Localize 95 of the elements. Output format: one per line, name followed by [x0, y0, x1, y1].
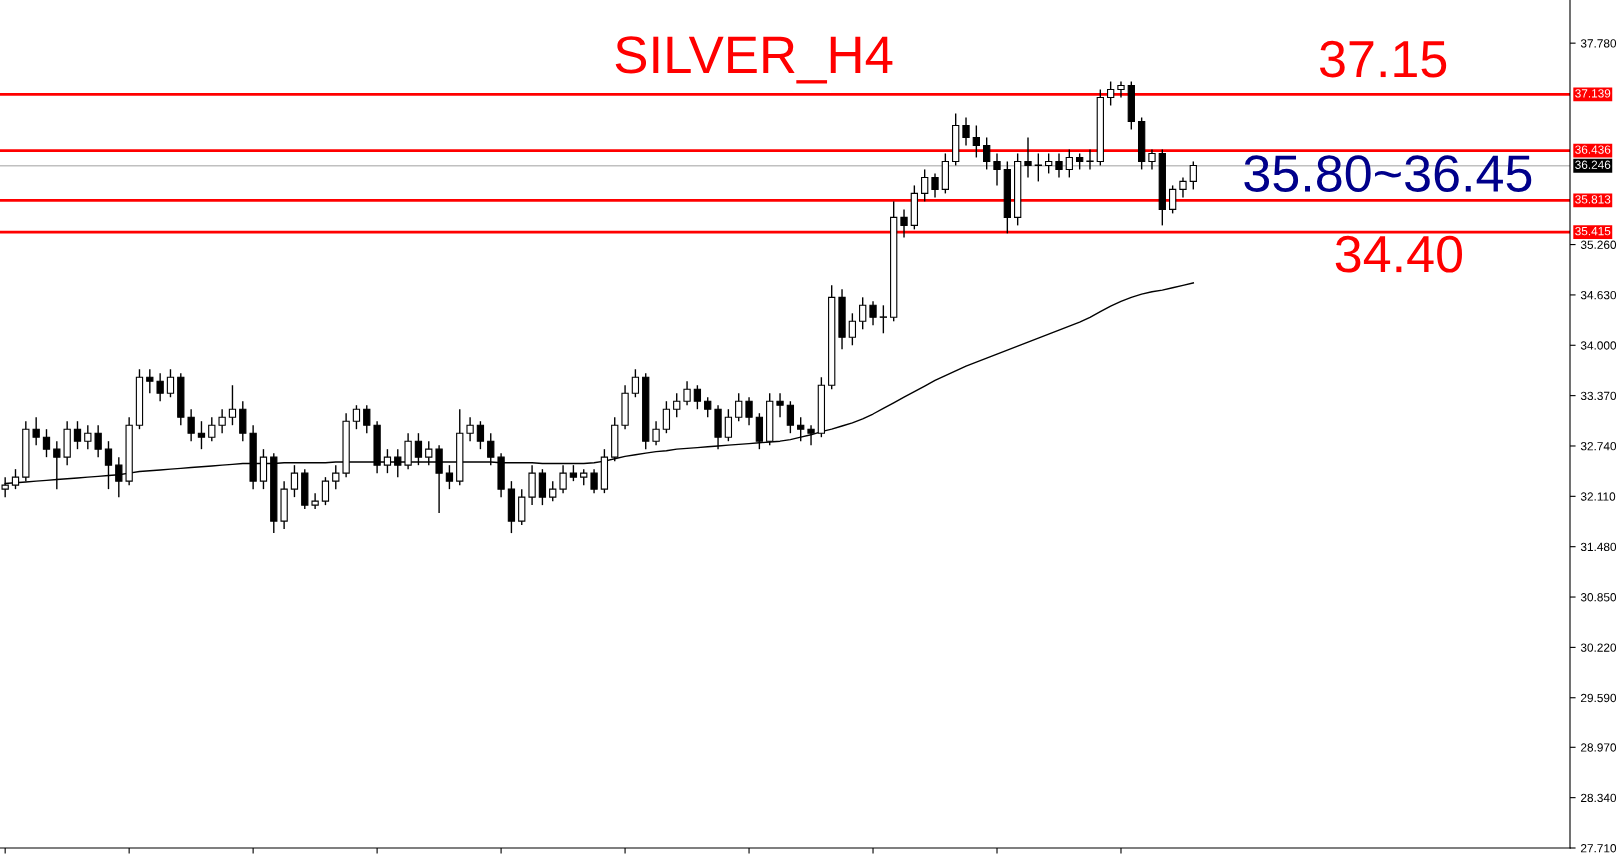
candlestick: [724, 408, 733, 442]
candlestick: [549, 480, 557, 502]
candlestick: [476, 420, 485, 450]
y-tick-label: 31.480: [1580, 542, 1617, 552]
candlestick: [332, 464, 340, 490]
candlestick: [879, 304, 888, 334]
candlestick: [590, 468, 598, 494]
candlestick: [94, 424, 102, 458]
candlestick: [187, 408, 195, 442]
ref-line-label: 35.813: [1575, 195, 1611, 204]
candlestick: [1034, 152, 1042, 183]
candlestick: [693, 384, 702, 410]
text: 37.15: [1319, 40, 1447, 78]
candlestick: [931, 172, 939, 199]
candlestick: [745, 396, 753, 426]
ref-line-label: 36.436: [1575, 145, 1611, 154]
candlestick: [1148, 148, 1156, 171]
candlestick: [848, 312, 857, 346]
candlestick: [394, 448, 402, 478]
candlestick: [1189, 160, 1197, 191]
candlestick: [962, 116, 970, 147]
candlestick: [425, 440, 433, 466]
candlestick: [755, 412, 764, 450]
candlestick: [352, 404, 361, 430]
candlestick: [466, 416, 474, 442]
candlestick: [921, 168, 929, 203]
candlestick: [859, 296, 867, 330]
y-tick-label: 28.970: [1581, 743, 1617, 752]
candlestick: [631, 368, 640, 398]
candlestick: [797, 416, 805, 442]
y-tick-label: 32.110: [1580, 492, 1616, 501]
candlestick: [228, 384, 237, 426]
candlestick: [414, 432, 423, 466]
candlestick: [487, 432, 495, 466]
candlestick: [1045, 152, 1053, 175]
candlestick: [1086, 148, 1094, 171]
candlestick: [972, 124, 980, 159]
y-tick-label: 34.630: [1580, 290, 1617, 300]
candlestick: [704, 396, 712, 418]
candlestick: [776, 392, 784, 418]
y-tick-label: 30.220: [1580, 643, 1617, 652]
y-tick-label: 28.340: [1581, 793, 1617, 803]
candlestick: [84, 424, 92, 450]
candlestick: [32, 416, 40, 446]
candlestick: [673, 392, 681, 418]
candlestick: [383, 448, 392, 474]
ref-line-label: 36.246: [1575, 160, 1611, 169]
candlestick: [1055, 152, 1063, 179]
candlestick: [1179, 176, 1187, 199]
candlestick: [239, 400, 247, 442]
candlestick: [735, 392, 743, 422]
candlestick: [218, 408, 226, 434]
text: 34.40: [1335, 235, 1463, 273]
candlestick: [404, 432, 412, 470]
candlestick: [786, 400, 795, 434]
candlestick: [1065, 148, 1073, 179]
candlestick: [321, 476, 330, 506]
candlestick: [1168, 184, 1177, 215]
candlestick: [900, 208, 908, 239]
candlestick: [445, 464, 454, 490]
candlestick: [208, 416, 216, 442]
ref-line-label: 35.415: [1575, 226, 1611, 236]
candlestick: [156, 372, 164, 402]
candlestick: [1106, 80, 1115, 107]
text: 35.80~36.45: [1244, 155, 1532, 193]
candlestick: [993, 152, 1001, 187]
candlestick: [652, 420, 660, 446]
candlestick: [73, 420, 82, 450]
candlestick: [166, 368, 175, 398]
candlestick: [197, 420, 206, 450]
ref-line-label: 37.139: [1575, 89, 1611, 98]
candlestick: [311, 492, 319, 510]
y-tick-label: 32.740: [1580, 442, 1617, 451]
y-tick-label: 34.000: [1580, 341, 1617, 350]
y-tick-label: 29.590: [1581, 693, 1617, 703]
candlestick: [290, 464, 299, 498]
candlestick: [1117, 80, 1125, 99]
candlestick: [518, 488, 526, 526]
candlestick: [869, 300, 877, 326]
y-tick-label: 27.710: [1581, 844, 1617, 853]
candlestick: [1024, 136, 1032, 179]
candlestick: [662, 400, 671, 434]
candlestick: [146, 368, 154, 394]
y-tick-label: 37.780: [1580, 39, 1617, 48]
y-tick-label: 30.850: [1580, 593, 1617, 602]
candlestick: [983, 136, 991, 171]
y-tick-label: 33.370: [1580, 391, 1617, 401]
candlestick: [538, 468, 547, 506]
candlestick: [528, 464, 536, 506]
y-tick-label: 35.260: [1580, 240, 1617, 249]
candlestick: [807, 424, 815, 446]
candlestick: [42, 428, 51, 458]
candlestick: [363, 404, 371, 434]
candlestick: [683, 380, 691, 406]
text: SILVER_H4: [615, 36, 893, 84]
